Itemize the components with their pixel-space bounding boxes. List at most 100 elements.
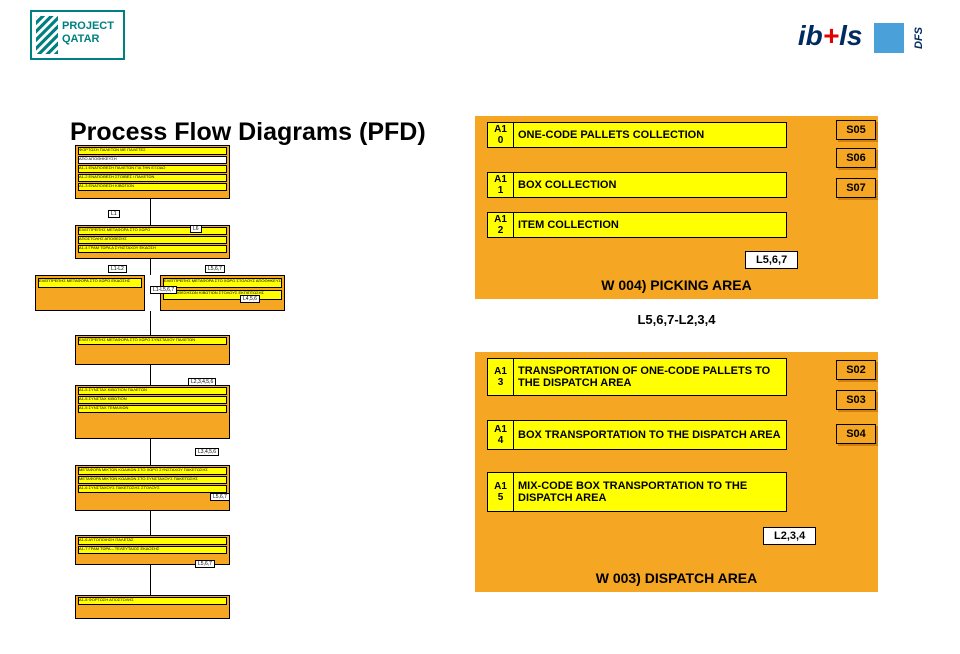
mini-line-label: L1 bbox=[108, 210, 120, 218]
s-box: S06 bbox=[836, 148, 876, 168]
mini-row: ΑΠΟΣΤΟΛΗΣ ΑΠΟΘΕΣΗΣ bbox=[78, 236, 227, 244]
mini-line-label: L4,5,6 bbox=[240, 295, 260, 303]
s-box: S03 bbox=[836, 390, 876, 410]
mini-row-text: ΜΕΤΑΦΟΡΑ ΜΙΚΤΩΝ ΚΩΔΙΚΩΝ ΣΤΟ ΣΥΝΣΤΑΧΟΥΣ Π… bbox=[79, 477, 226, 481]
mini-row-text: ΕΛΕΓΠΡΕΠΗΣ ΜΕΤΑΦΟΡΑ ΣΤΟ ΧΩΡΟ bbox=[79, 228, 226, 232]
mini-row: ΜΕΤΑΦΟΡΑ ΜΙΚΤΩΝ ΚΩΔΙΚΩΝ ΣΤΟ ΧΩΡΟ ΣΥΝΣΤΑΧ… bbox=[78, 467, 227, 475]
mini-row-text: ΑΠΟ ΑΠΟΘΗΚΕΥΣΗ bbox=[79, 157, 226, 161]
mini-group: Α1-8 ΦΟΡΤΩΣΗ ΑΠΟΣΤΟΛΗΣ bbox=[75, 595, 230, 619]
mini-group: ΕΛΕΓΠΡΕΠΗΣ ΜΕΤΑΦΟΡΑ ΣΤΟ ΧΩΡΟ ΕΚΔΟΣΗΣ bbox=[35, 275, 145, 311]
mini-row-text: ΜΕΤΑΦΟΡΑ ΜΙΚΤΩΝ ΚΩΔΙΚΩΝ ΣΤΟ ΧΩΡΟ ΣΥΝΣΤΑΧ… bbox=[79, 468, 226, 472]
connector-line bbox=[150, 565, 151, 595]
mini-row-text: Α1-3 ΕΝΑΠΟΘΕΣΗ ΚΙΒΩΤΙΟΝ bbox=[79, 184, 226, 188]
dispatch-area: A13TRANSPORTATION OF ONE-CODE PALLETS TO… bbox=[475, 352, 878, 592]
mini-line-label: L5,6,7 bbox=[195, 560, 215, 568]
process-id: A10 bbox=[488, 123, 514, 147]
picking-l-label: L5,6,7 bbox=[745, 251, 798, 269]
dispatch-l-label: L2,3,4 bbox=[763, 527, 816, 545]
process-id: A13 bbox=[488, 359, 514, 395]
logo-dfs: DFS bbox=[913, 27, 925, 49]
mini-row: ΜΕΤΑΦΟΡΑ ΜΙΚΤΩΝ ΚΩΔΙΚΩΝ ΣΤΟ ΣΥΝΣΤΑΧΟΥΣ Π… bbox=[78, 476, 227, 484]
mini-row: Α1-2 ΕΝΑΠΟΘΕΣΗ ΣΤΟΙΒΕΣ / ΠΑΛΕΤΩΝ bbox=[78, 174, 227, 182]
process-text: ITEM COLLECTION bbox=[514, 213, 786, 237]
mini-group: ΜΕΤΑΦΟΡΑ ΜΙΚΤΩΝ ΚΩΔΙΚΩΝ ΣΤΟ ΧΩΡΟ ΣΥΝΣΤΑΧ… bbox=[75, 465, 230, 511]
mini-line-label: L2,3,4,5,6 bbox=[188, 378, 216, 386]
mini-row: Α1-7 ΓΡΑΜ ΤΩΡΑ – ΤΕΛΕΥΤΑΙΟΣ ΕΚΔΟΣΗΣ bbox=[78, 546, 227, 554]
mini-line-label: L5,6,7 bbox=[205, 265, 225, 273]
mini-row: ΕΛΕΓΠΡΕΠΗΣ ΜΕΤΑΦΟΡΑ ΣΤΟ ΧΩΡΟ ΣΤΟΛΟΥΣ ΑΠΟ… bbox=[163, 278, 282, 288]
logo-right: ib+ls DFS bbox=[798, 20, 930, 53]
process-id: A15 bbox=[488, 473, 514, 511]
mini-row-text: Α1-8 ΦΟΡΤΩΣΗ ΑΠΟΣΤΟΛΗΣ bbox=[79, 598, 226, 602]
mini-row-text: Α1-2 ΕΝΑΠΟΘΕΣΗ ΣΤΟΙΒΕΣ / ΠΑΛΕΤΩΝ bbox=[79, 175, 226, 179]
process-id: A12 bbox=[488, 213, 514, 237]
process-box: A12ITEM COLLECTION bbox=[487, 212, 787, 238]
process-text: MIX-CODE BOX TRANSPORTATION TO THE DISPA… bbox=[514, 473, 786, 511]
mini-row-text: ΑΠΟΣΤΟΛΗΣ ΑΠΟΘΕΣΗΣ bbox=[79, 237, 226, 241]
mini-group: ΕΛΕΓΠΡΕΠΗΣ ΜΕΤΑΦΟΡΑ ΣΤΟ ΧΩΡΟ ΣΤΟΛΟΥΣ ΑΠΟ… bbox=[160, 275, 285, 311]
connector-line bbox=[150, 439, 151, 465]
process-text: ONE-CODE PALLETS COLLECTION bbox=[514, 123, 786, 147]
mini-line-label: L5,6,7 bbox=[210, 493, 230, 501]
mini-row-text: Α1-1 ΕΝΑΠΟΘΕΣΗ ΠΑΛΕΤΩΝ ΓΙΑ ΤΗΝ ΕΞΟΔΟ bbox=[79, 166, 226, 170]
page-title: Process Flow Diagrams (PFD) bbox=[70, 118, 426, 147]
dispatch-area-label: W 003) DISPATCH AREA bbox=[475, 570, 878, 586]
mini-line-label: L1-L5,6,7 bbox=[150, 286, 177, 294]
s-box: S05 bbox=[836, 120, 876, 140]
mini-row: Α1-5 ΣΥΝΣΤΑΧ ΚΙΒΩΤΙΟΝ ΠΑΛΕΤΩΝ bbox=[78, 387, 227, 395]
connector-line bbox=[150, 259, 151, 275]
mini-row: Α1-5 ΣΥΝΣΤΑΧ ΤΕΜΑΧΙΩΝ bbox=[78, 405, 227, 413]
mini-row-text: ΕΛΕΓΠΡΕΠΗΣ ΜΕΤΑΦΟΡΑ ΣΤΟ ΧΩΡΟ ΣΥΝΣΤΑΧΟΥ Π… bbox=[79, 338, 226, 342]
mini-row-text: Α1-6 ΣΥΝΣΤΑΧΟΥΣ ΠΑΚΕΤΩΣΗΣ ΣΤΟΛΟΥΣ bbox=[79, 486, 226, 490]
mini-row-text: Α1-4 ΓΡΑΜ ΤΩΡΑ Α ΣΥΝΣΤΑΧΟΥ ΕΚΔΟΣΗ bbox=[79, 246, 226, 250]
mini-group: ΕΛΕΓΠΡΕΠΗΣ ΜΕΤΑΦΟΡΑ ΣΤΟ ΧΩΡΟ ΑΠΟΣΤΟΛΗΣ ΑΠ… bbox=[75, 225, 230, 259]
process-text: TRANSPORTATION OF ONE-CODE PALLETS TO TH… bbox=[514, 359, 786, 395]
mini-row: ΕΛΕΓΠΡΕΠΗΣ ΜΕΤΑΦΟΡΑ ΣΤΟ ΧΩΡΟ ΕΚΔΟΣΗΣ bbox=[38, 278, 142, 288]
mini-group: ΦΟΡΤΩΣΗ ΠΑΛΕΤΩΝ ΜΕ ΠΑΛΕΤΕΣ ΑΠΟ ΑΠΟΘΗΚΕΥΣΗ… bbox=[75, 145, 230, 199]
mini-row-text: Α1-5 ΣΥΝΣΤΑΧ ΚΙΒΩΤΙΟΝ ΠΑΛΕΤΩΝ bbox=[79, 388, 226, 392]
mini-row: Α1-8 ΦΟΡΤΩΣΗ ΑΠΟΣΤΟΛΗΣ bbox=[78, 597, 227, 605]
mini-row-text: Α1-6 ΑΥΤΟΠΟΙΗΣΗ ΠΑΛΕΤΑΣ bbox=[79, 538, 226, 542]
connector-line bbox=[150, 311, 151, 335]
mini-row: Α1-6 ΣΥΝΣΤΑΧΟΥΣ ΠΑΚΕΤΩΣΗΣ ΣΤΟΛΟΥΣ bbox=[78, 485, 227, 493]
mini-row-text: ΦΟΡΤΩΣΗ ΠΑΛΕΤΩΝ ΜΕ ΠΑΛΕΤΕΣ bbox=[79, 148, 226, 152]
process-box: A14BOX TRANSPORTATION TO THE DISPATCH AR… bbox=[487, 420, 787, 450]
process-id: A14 bbox=[488, 421, 514, 449]
mini-row: Α1-1 ΕΝΑΠΟΘΕΣΗ ΠΑΛΕΤΩΝ ΓΙΑ ΤΗΝ ΕΞΟΔΟ bbox=[78, 165, 227, 173]
mini-line-label: L1-L2 bbox=[108, 265, 127, 273]
mini-group: ΕΛΕΓΠΡΕΠΗΣ ΜΕΤΑΦΟΡΑ ΣΤΟ ΧΩΡΟ ΣΥΝΣΤΑΧΟΥ Π… bbox=[75, 335, 230, 365]
mini-line-label: L3,4,5,6 bbox=[195, 448, 219, 456]
mini-row: ΕΛΕΓΠΡΕΠΗΣ ΜΕΤΑΦΟΡΑ ΣΤΟ ΧΩΡΟ bbox=[78, 227, 227, 235]
connector-line bbox=[150, 199, 151, 225]
mini-row: Α1-5 ΣΥΝΣΤΑΧ ΚΙΒΩΤΙΟΝ bbox=[78, 396, 227, 404]
picking-area-label: W 004) PICKING AREA bbox=[475, 277, 878, 293]
mini-row: ΑΠΟ ΑΠΟΘΗΚΕΥΣΗ bbox=[78, 156, 227, 164]
process-box: A13TRANSPORTATION OF ONE-CODE PALLETS TO… bbox=[487, 358, 787, 396]
logo-left-line2: QATAR bbox=[62, 33, 99, 45]
logo-project-qatar: PROJECT QATAR bbox=[30, 10, 125, 60]
mini-row-text: ΕΛΕΓΠΡΕΠΗΣ ΜΕΤΑΦΟΡΑ ΣΤΟ ΧΩΡΟ ΕΚΔΟΣΗΣ bbox=[39, 279, 141, 283]
mini-row: Α1-3 ΕΝΑΠΟΘΕΣΗ ΚΙΒΩΤΙΟΝ bbox=[78, 183, 227, 191]
process-text: BOX COLLECTION bbox=[514, 173, 786, 197]
mini-row-text: Α1-5 ΣΥΝΣΤΑΧ ΤΕΜΑΧΙΩΝ bbox=[79, 406, 226, 410]
mini-row: Α1-6 ΑΥΤΟΠΟΙΗΣΗ ΠΑΛΕΤΑΣ bbox=[78, 537, 227, 545]
mini-row-text: Α1-7 ΓΡΑΜ ΤΩΡΑ – ΤΕΛΕΥΤΑΙΟΣ ΕΚΔΟΣΗΣ bbox=[79, 547, 226, 551]
process-box: A15MIX-CODE BOX TRANSPORTATION TO THE DI… bbox=[487, 472, 787, 512]
logo-left-line1: PROJECT bbox=[62, 20, 114, 32]
s-box: S04 bbox=[836, 424, 876, 444]
logo-plus: + bbox=[823, 20, 839, 51]
s-box: S07 bbox=[836, 178, 876, 198]
process-text: BOX TRANSPORTATION TO THE DISPATCH AREA bbox=[514, 421, 786, 449]
process-box: A11BOX COLLECTION bbox=[487, 172, 787, 198]
s-box: S02 bbox=[836, 360, 876, 380]
mini-row-text: ΕΛΕΓΠΡΕΠΗΣ ΜΕΤΑΦΟΡΑ ΣΤΟ ΧΩΡΟ ΣΤΟΛΟΥΣ ΑΠΟ… bbox=[164, 279, 281, 283]
mini-row: ΕΛΕΓΠΡΕΠΗΣ ΜΕΤΑΦΟΡΑ ΣΤΟ ΧΩΡΟ ΣΥΝΣΤΑΧΟΥ Π… bbox=[78, 337, 227, 345]
logo-ls: ls bbox=[839, 20, 862, 51]
logo-right-box bbox=[874, 23, 904, 53]
mini-row: ΦΟΡΤΩΣΗ ΠΑΛΕΤΩΝ ΜΕ ΠΑΛΕΤΕΣ bbox=[78, 147, 227, 155]
mini-row: ΕΝΑΠΟΘΕΣΗΣΩΝ ΚΙΒΩΤΙΩΝ ΣΤΟΛΟΥΣ ΕΚΠΙΠΤΩΣΗΣ bbox=[163, 290, 282, 300]
mini-row-text: Α1-5 ΣΥΝΣΤΑΧ ΚΙΒΩΤΙΟΝ bbox=[79, 397, 226, 401]
connector-line bbox=[150, 365, 151, 385]
process-box: A10ONE-CODE PALLETS COLLECTION bbox=[487, 122, 787, 148]
process-id: A11 bbox=[488, 173, 514, 197]
